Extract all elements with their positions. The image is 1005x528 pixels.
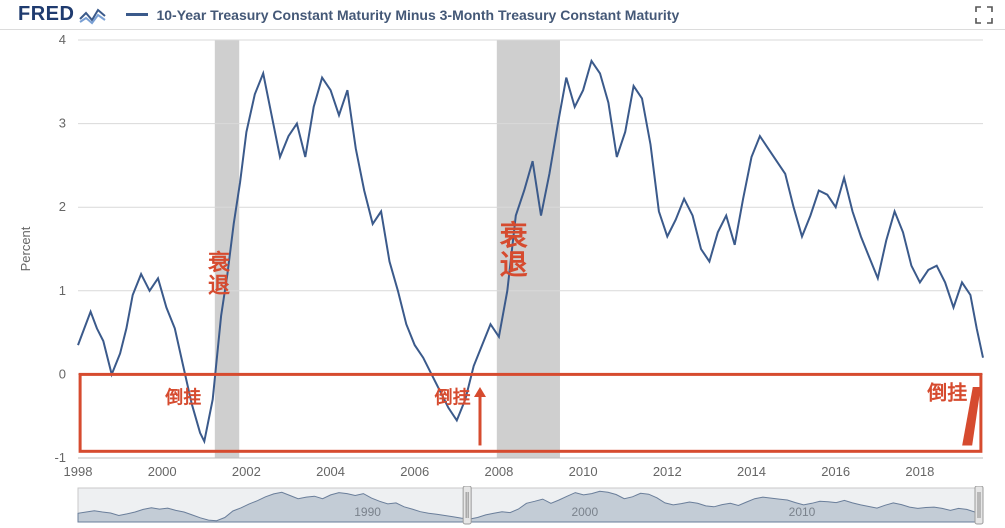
y-tick-label: 0 [59,366,66,381]
annotation-recession: 退 [500,249,528,280]
y-tick-label: 1 [59,283,66,298]
annotation-recession: 衰 [500,219,529,251]
y-tick-label: 3 [59,116,66,131]
chart-plot: -1 0 1 2 3 4 1998 2000 2002 2004 2006 2008 2010 2012 2… [0,0,1005,480]
x-tick-label: 2000 [148,464,177,479]
range-tick-label: 1990 [354,505,381,519]
x-tick-label: 2004 [316,464,345,479]
annotation-recession: 退 [208,273,230,298]
x-tick-label: 2002 [232,464,261,479]
x-tick-label: 2014 [737,464,766,479]
annotation-inversion: 倒挂 [926,380,967,404]
annotation-inversion: 倒挂 [164,387,201,408]
x-tick-label: 2006 [400,464,429,479]
range-tick-label: 2010 [789,505,816,519]
annotation-inversion: 倒挂 [434,387,471,408]
y-tick-label: -1 [54,450,66,465]
x-tick-label: 2016 [821,464,850,479]
range-tick-label: 2000 [571,505,598,519]
range-handle[interactable] [975,486,983,524]
x-tick-label: 2010 [569,464,598,479]
x-tick-label: 2012 [653,464,682,479]
range-slider[interactable]: 1990 2000 2010 [0,486,1005,526]
fred-chart-root: FRED 10-Year Treasury Constant Maturity … [0,0,1005,528]
x-tick-label: 2008 [484,464,513,479]
y-tick-label: 4 [59,32,66,47]
x-tick-label: 1998 [64,464,93,479]
y-axis-label: Percent [18,226,33,271]
x-tick-label: 2018 [905,464,934,479]
range-handle[interactable] [463,486,471,524]
y-tick-label: 2 [59,199,66,214]
annotation-recession: 衰 [207,250,231,275]
